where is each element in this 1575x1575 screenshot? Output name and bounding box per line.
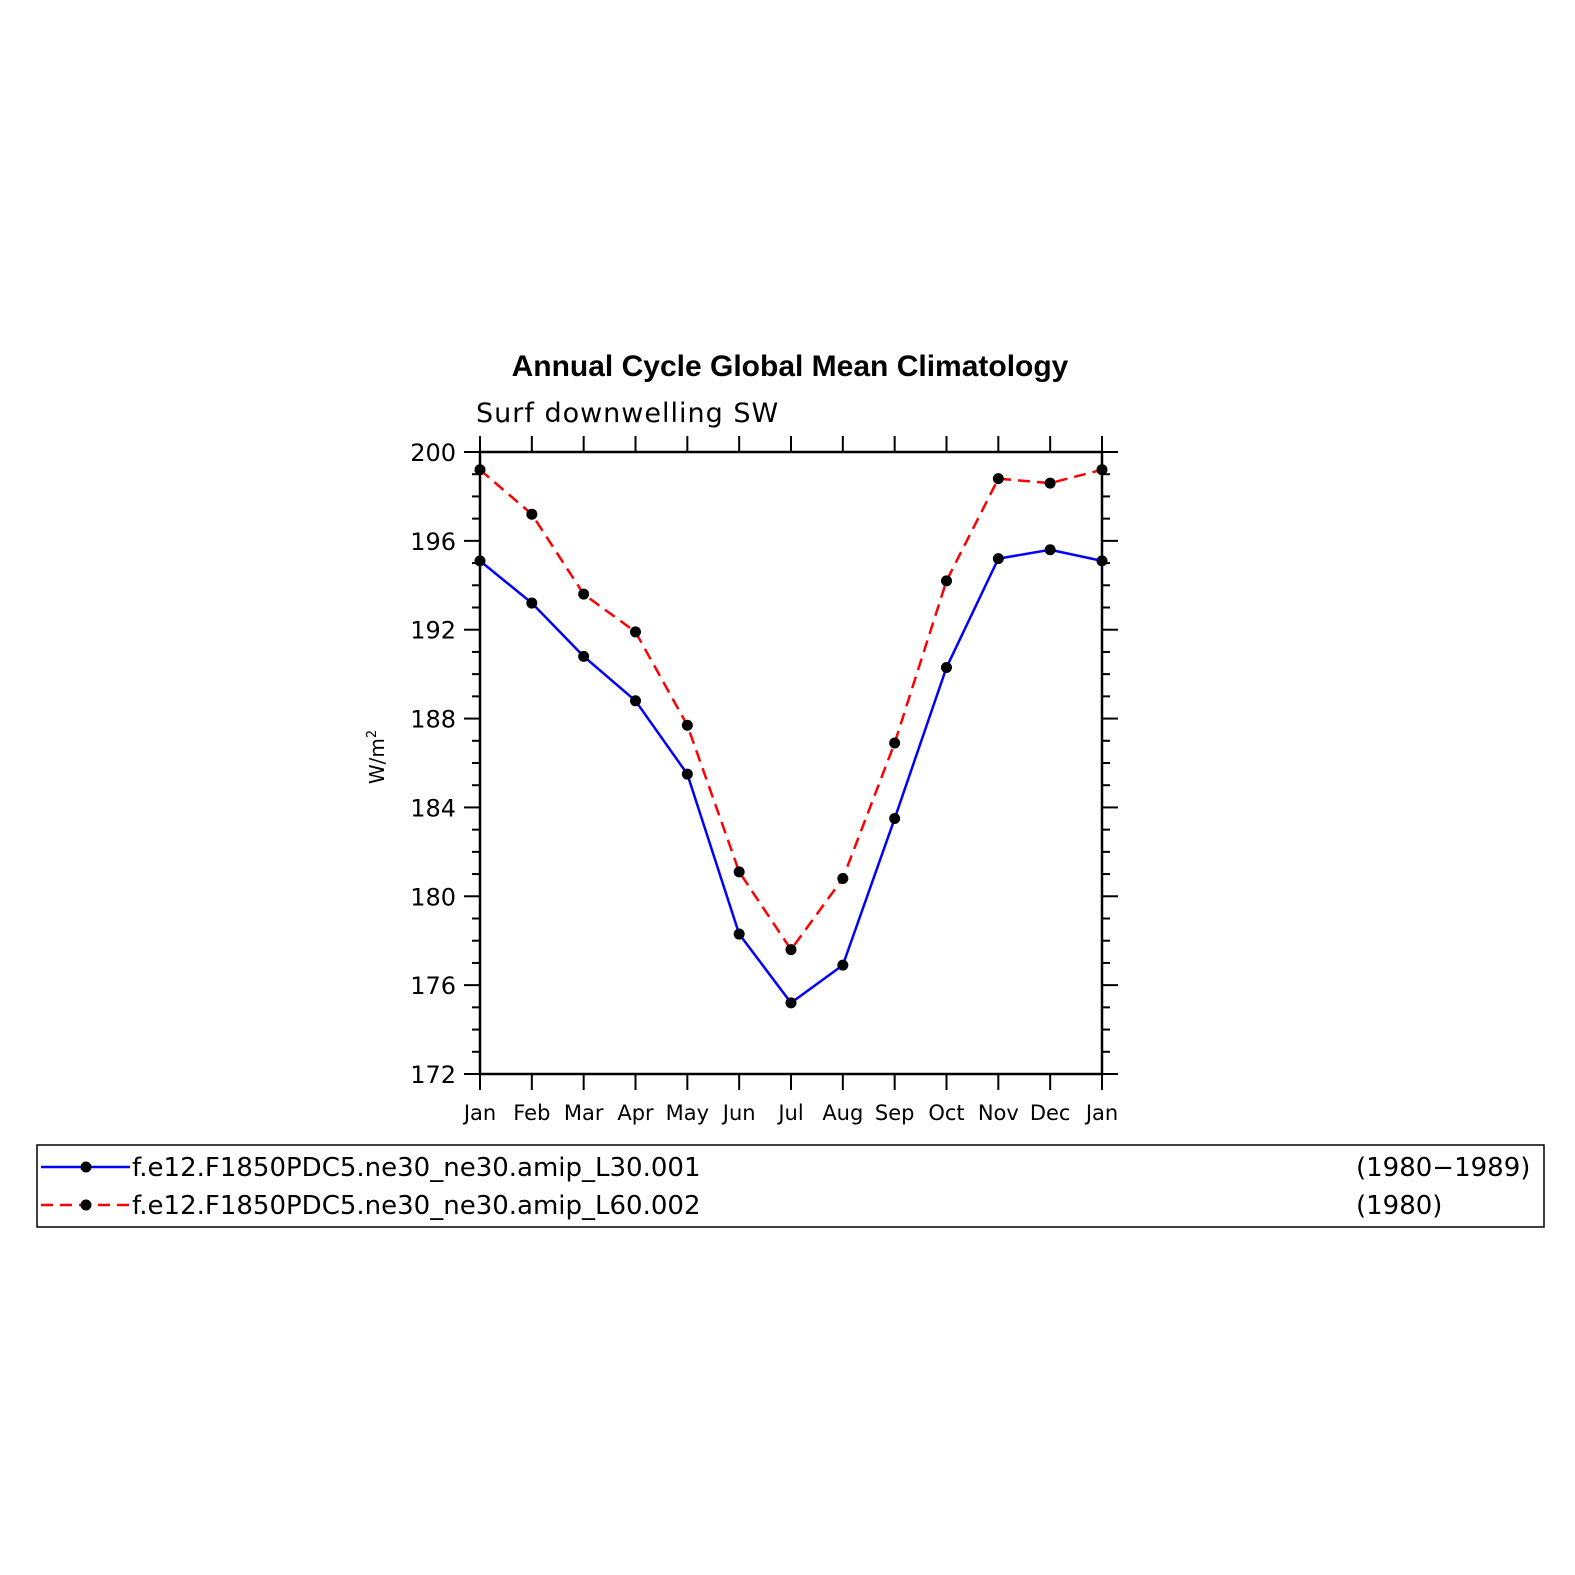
x-tick-label: Sep <box>875 1101 915 1125</box>
y-tick-label: 188 <box>410 706 456 734</box>
y-tick-label: 200 <box>410 439 456 467</box>
x-tick-label: Jan <box>462 1101 496 1125</box>
y-axis-label: W/m2 <box>365 730 389 784</box>
series-2-point <box>733 866 745 878</box>
y-tick-label: 196 <box>410 528 456 556</box>
y-tick-label: 180 <box>410 883 456 911</box>
axis-ticks <box>464 436 1118 1090</box>
x-tick-labels: Jan Feb Mar Apr May Jun Jul Aug Sep Oct Nov Dec Jan <box>462 1101 1118 1125</box>
y-tick-label: 172 <box>410 1061 456 1089</box>
x-tick-label: Feb <box>513 1101 550 1125</box>
series-1-point <box>681 768 693 780</box>
series-line-2 <box>479 468 1103 952</box>
chart-subtitle: Surf downwelling SW <box>476 398 779 429</box>
series-1-point <box>992 553 1004 565</box>
chart-title: Annual Cycle Global Mean Climatology <box>512 350 1069 383</box>
x-tick-label: Nov <box>978 1101 1019 1125</box>
legend-label-1: f.e12.F1850PDC5.ne30_ne30.amip_L30.001 <box>132 1153 700 1183</box>
legend: f.e12.F1850PDC5.ne30_ne30.amip_L30.001 (1… <box>36 1144 1545 1228</box>
x-tick-label: Apr <box>617 1101 654 1125</box>
series-1-point <box>630 695 641 707</box>
series-2-point <box>837 873 849 885</box>
x-tick-label: May <box>666 1101 709 1125</box>
svg-text:W/m2: W/m2 <box>365 730 389 784</box>
x-tick-label: Aug <box>822 1101 863 1125</box>
series-2-point <box>630 626 641 638</box>
y-tick-label: 192 <box>410 617 456 645</box>
x-tick-label: Jan <box>1084 1101 1118 1125</box>
series-layer <box>474 464 1108 1009</box>
series-2-point <box>526 508 538 520</box>
x-tick-label: Dec <box>1030 1101 1071 1125</box>
legend-box <box>36 1144 1545 1228</box>
y-tick-label: 176 <box>410 972 456 1000</box>
legend-marker-2 <box>80 1199 92 1211</box>
y-axis-label-superscript: 2 <box>365 730 380 738</box>
plot-frame <box>478 450 1104 1076</box>
series-1-point <box>578 650 590 662</box>
series-2-point <box>1044 477 1056 489</box>
series-line-1 <box>479 548 1103 1005</box>
series-2-point <box>681 719 693 731</box>
x-tick-label: Mar <box>564 1101 604 1125</box>
series-1-point <box>889 813 901 825</box>
x-tick-label: Jul <box>776 1101 803 1125</box>
series-1-point <box>785 997 797 1009</box>
legend-period-2: (1980) <box>1356 1191 1442 1221</box>
series-2-point <box>578 588 590 600</box>
series-1-point <box>941 661 952 673</box>
x-tick-label: Jun <box>721 1101 756 1125</box>
y-tick-labels: 172 176 180 184 188 192 196 200 <box>410 439 456 1089</box>
legend-period-1: (1980−1989) <box>1356 1153 1530 1183</box>
series-2-point <box>941 575 952 587</box>
y-axis-label-text: W/m <box>365 738 389 784</box>
series-1-point <box>526 597 538 609</box>
y-tick-label: 184 <box>410 794 456 822</box>
series-2-point <box>992 473 1004 485</box>
series-2-point <box>785 944 797 956</box>
legend-marker-1 <box>80 1161 92 1173</box>
series-1-point <box>1044 544 1056 556</box>
series-2-point <box>889 737 901 749</box>
series-1-point <box>733 928 745 940</box>
x-tick-label: Oct <box>928 1101 964 1125</box>
legend-label-2: f.e12.F1850PDC5.ne30_ne30.amip_L60.002 <box>132 1191 700 1221</box>
series-1-point <box>837 959 849 971</box>
